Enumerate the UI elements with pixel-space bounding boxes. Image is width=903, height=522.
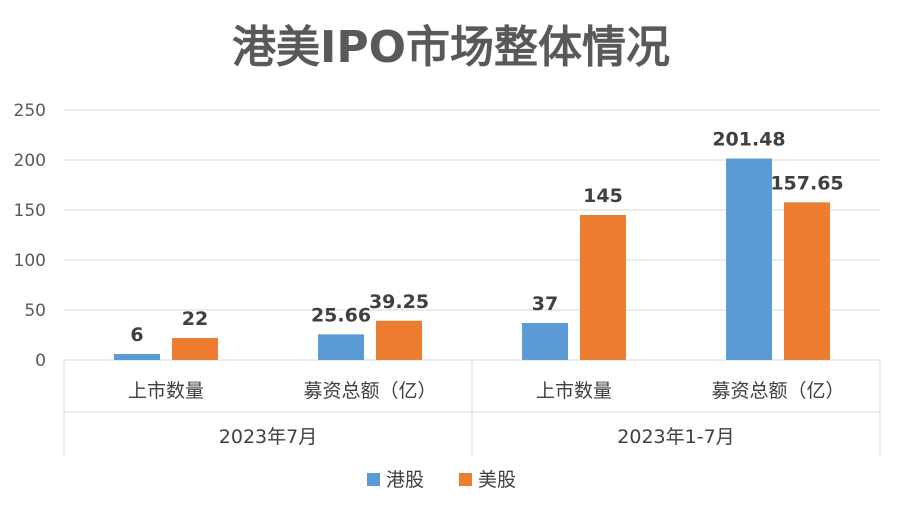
chart-title: 港美IPO市场整体情况: [232, 22, 670, 73]
bar-hk: [726, 158, 772, 360]
data-label: 22: [182, 308, 208, 330]
bar-us: [784, 202, 830, 360]
data-label: 39.25: [369, 291, 429, 313]
legend-swatch: [459, 473, 472, 486]
x-tick-label: 募资总额（亿）: [303, 380, 436, 402]
y-tick-label: 0: [35, 351, 46, 371]
bar-us: [172, 338, 218, 360]
data-label: 6: [130, 324, 143, 346]
x-tick-label: 募资总额（亿）: [711, 380, 844, 402]
data-label: 25.66: [311, 304, 371, 326]
x-group-label: 2023年1-7月: [617, 426, 734, 448]
data-label: 145: [583, 185, 623, 207]
y-tick-label: 100: [14, 251, 46, 271]
legend-swatch: [367, 473, 380, 486]
x-tick-label: 上市数量: [536, 380, 612, 402]
legend: 港股 美股: [367, 469, 516, 491]
legend-label: 美股: [478, 469, 516, 491]
bar-us: [376, 320, 422, 360]
legend-label: 港股: [386, 469, 424, 491]
bar-hk: [522, 323, 568, 360]
bar-us: [580, 215, 626, 360]
bar-hk: [318, 334, 364, 360]
data-label: 157.65: [770, 172, 843, 194]
data-label: 37: [532, 293, 558, 315]
data-labels: 6 25.66 37 201.48 22 39.25 145 157.65: [130, 129, 843, 346]
x-group-label: 2023年7月: [219, 426, 317, 448]
y-tick-label: 50: [24, 301, 46, 321]
y-tick-label: 200: [14, 151, 46, 171]
x-tick-label: 上市数量: [128, 380, 204, 402]
bars: [114, 158, 830, 360]
data-label: 201.48: [712, 129, 785, 151]
y-tick-label: 150: [14, 201, 46, 221]
y-tick-label: 250: [14, 101, 46, 121]
bar-hk: [114, 354, 160, 360]
